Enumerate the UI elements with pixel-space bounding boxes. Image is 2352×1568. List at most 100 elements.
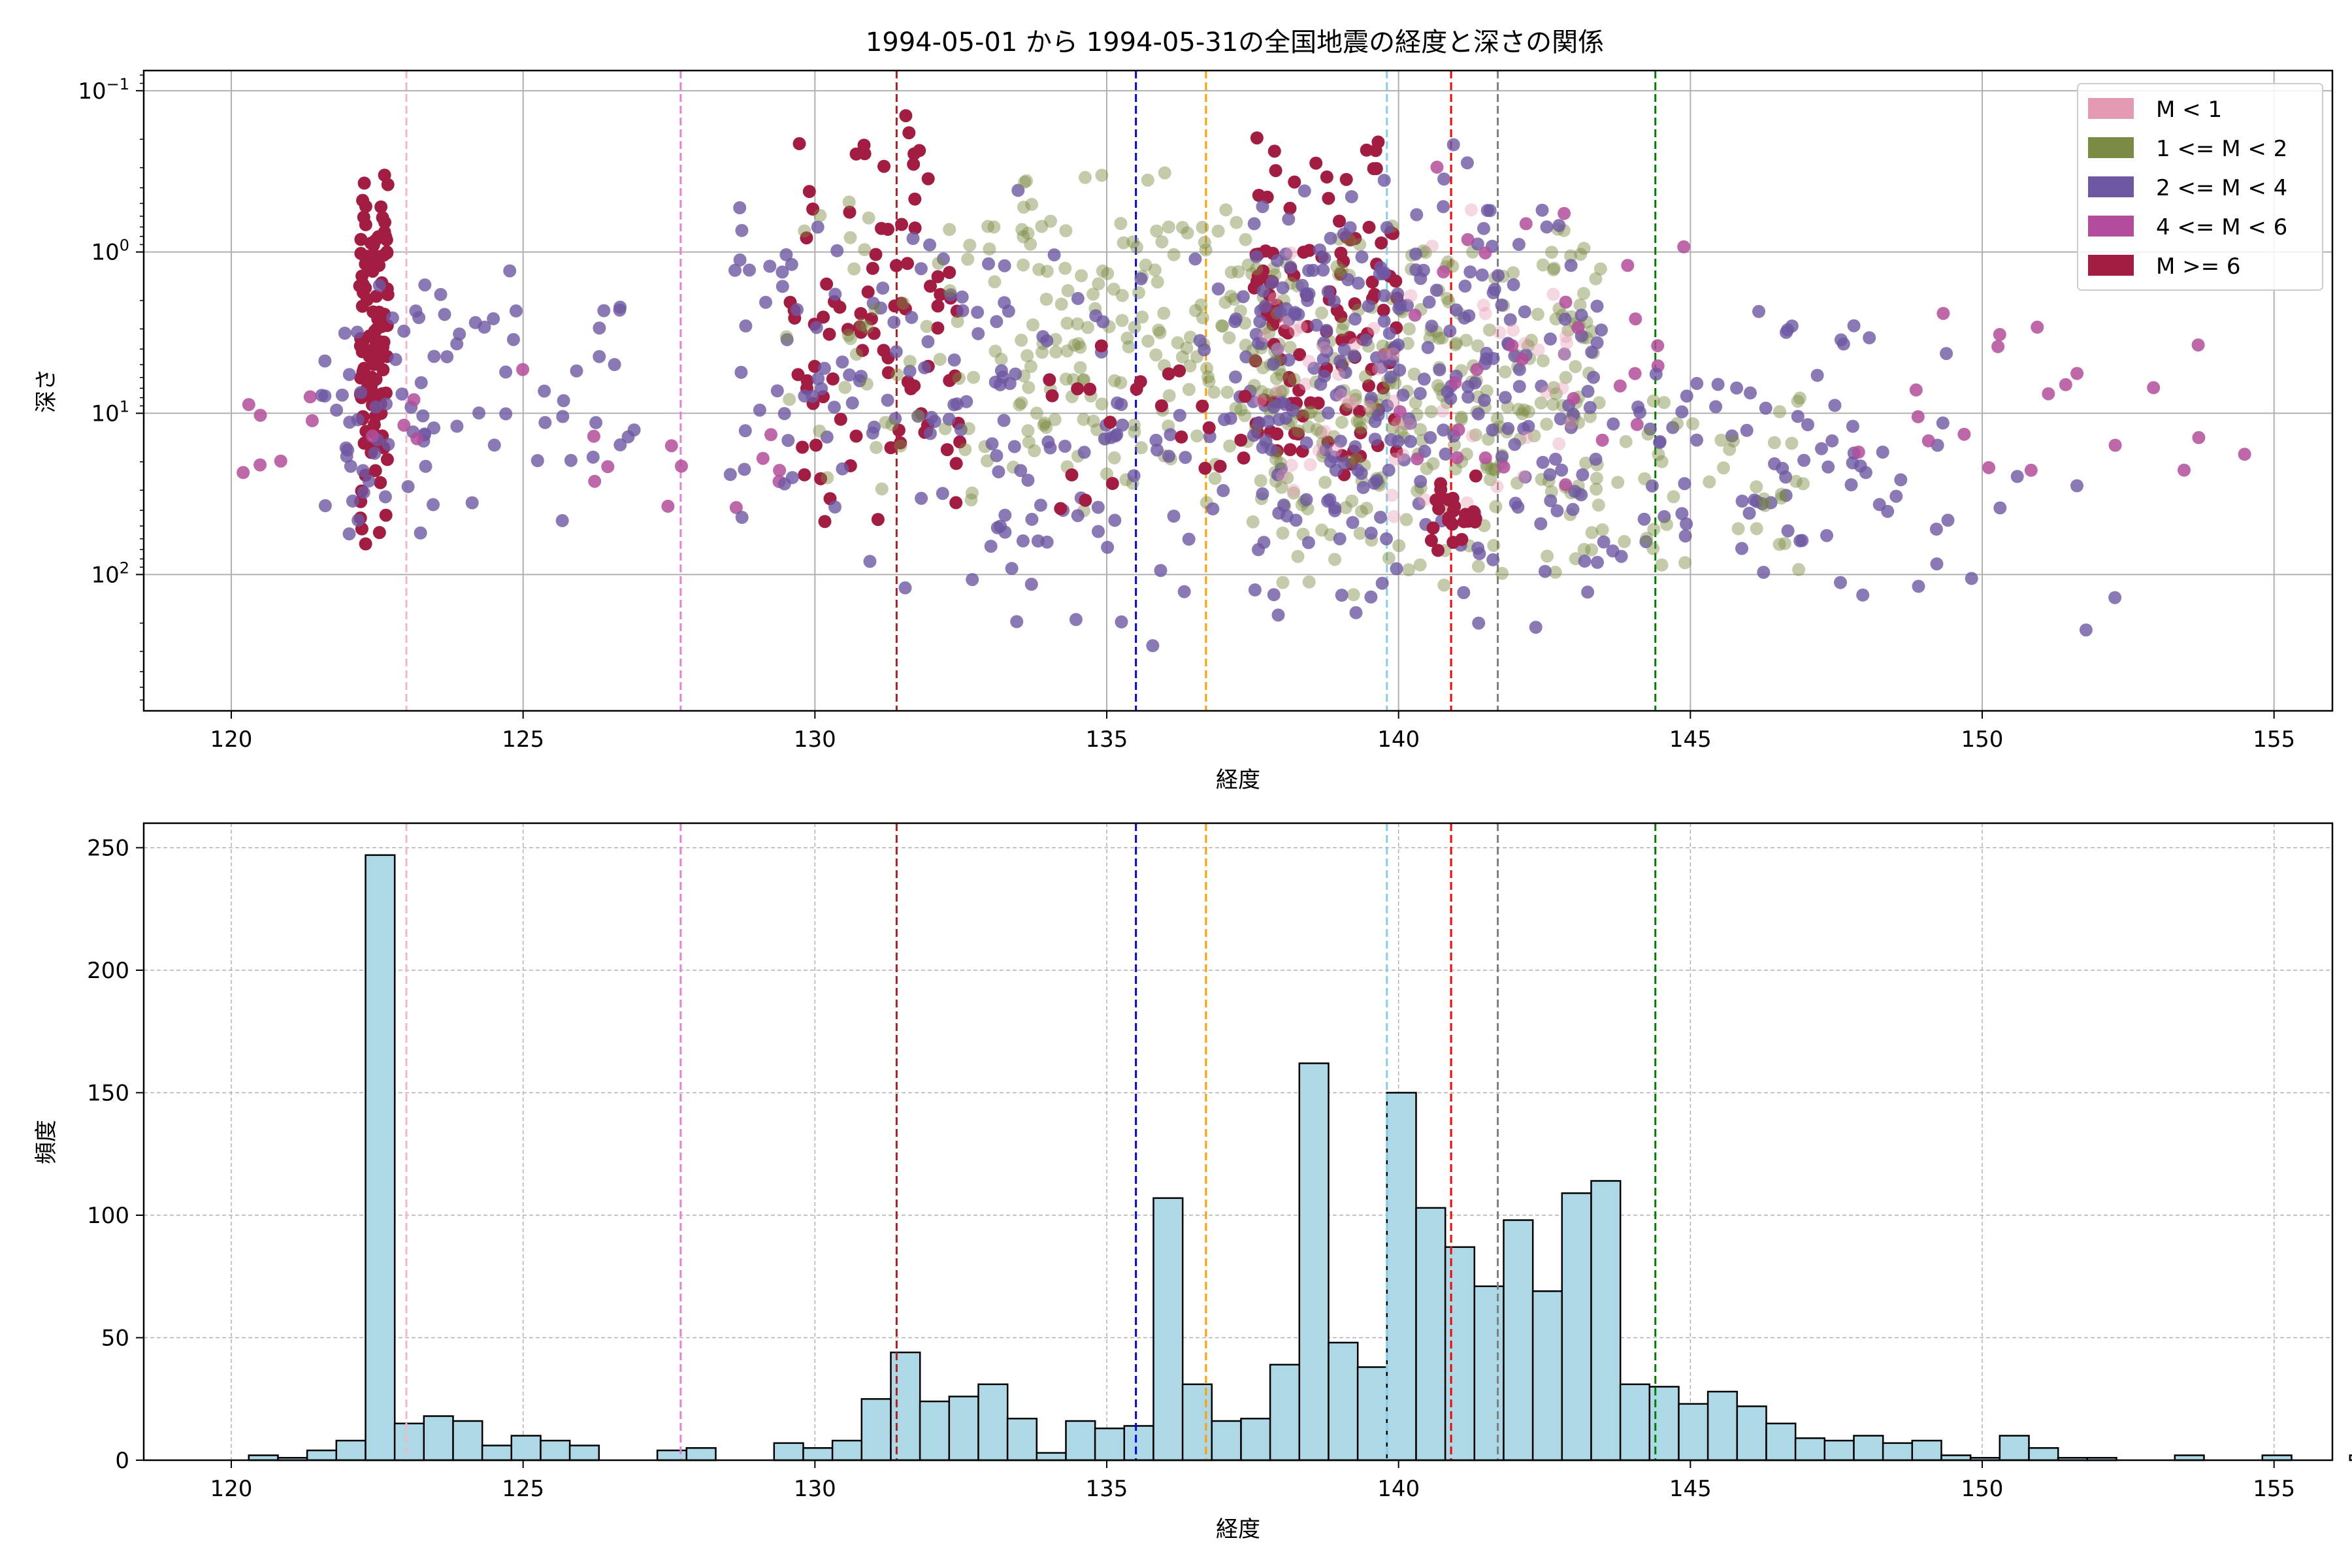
scatter-point [813,208,827,222]
scatter-point [1115,314,1129,327]
scatter-point [823,327,836,341]
scatter-point [1247,379,1261,392]
scatter-point [1224,265,1238,279]
scatter-point [1403,417,1416,431]
scatter-point [1637,512,1651,526]
scatter-point [1735,542,1748,555]
scatter-point [1658,510,1671,523]
scatter-point [1630,417,1644,431]
scatter-point [357,485,370,499]
scatter-point [1550,504,1564,517]
scatter-point [1162,389,1176,402]
scatter-point [1322,191,1335,205]
scatter-point [1341,399,1354,412]
scatter-point [1058,261,1072,275]
histogram-x-ticks: 120 125 130 135 140 145 150 155 [210,1460,2295,1502]
scatter-point [588,474,602,488]
scatter-point [983,242,996,256]
scatter-point [478,320,491,334]
scatter-point [453,327,466,341]
scatter-point [1647,523,1661,536]
scatter-point [938,422,952,436]
scatter-y-ticks: 10−1 100 101 102 [78,74,144,701]
scatter-point [1334,388,1348,402]
scatter-point [1083,382,1097,396]
scatter-point [1507,266,1520,280]
scatter-point [1482,323,1496,337]
scatter-point [1018,175,1032,189]
scatter-point [1535,203,1549,217]
scatter-point [1678,556,1692,570]
scatter-point [1337,457,1351,470]
scatter-point [1655,455,1669,468]
histogram-bar [306,1449,338,1462]
scatter-point [379,508,393,522]
scatter-point [1335,323,1349,336]
scatter-point [1013,398,1026,412]
scatter-point [1516,470,1530,483]
scatter-point [781,434,795,448]
scatter-point [1292,384,1306,397]
scatter-point [1478,246,1492,260]
scatter-point [1462,309,1476,323]
scatter-point [353,279,367,293]
scatter-y-tick-label: 10−1 [78,75,129,105]
scatter-point [1183,359,1197,373]
scatter-point [1249,354,1262,368]
scatter-point [1356,481,1370,495]
scatter-point [990,521,1004,534]
scatter-point [841,323,855,336]
scatter-point [1462,390,1475,404]
scatter-point [1731,522,1745,536]
scatter-point [397,418,411,432]
scatter-point [1115,289,1129,302]
scatter-point [1564,421,1578,434]
scatter-point [1315,523,1329,537]
scatter-point [1071,291,1085,305]
scatter-point [1213,459,1227,473]
scatter-point [350,325,364,339]
histogram-y-tick-label: 250 [87,836,129,862]
scatter-point [965,486,979,500]
scatter-point [1284,459,1298,472]
scatter-point [1957,427,1971,441]
scatter-point [932,256,945,270]
scatter-point [440,350,454,363]
scatter-point [1164,428,1177,442]
scatter-point [374,200,388,214]
scatter-point [1276,469,1290,483]
scatter-point [1564,259,1578,272]
scatter-point [1536,455,1550,469]
scatter-point [1220,385,1234,399]
scatter-point [1374,510,1387,524]
scatter-point [1256,487,1269,500]
scatter-point [359,199,372,213]
scatter-point [1471,339,1484,353]
scatter-point [1471,559,1485,573]
scatter-point [1224,289,1238,303]
scatter-point [1448,376,1462,389]
scatter-point [843,332,857,346]
scatter-point [1317,336,1331,350]
scatter-point [843,368,857,382]
scatter-point [1071,336,1085,350]
scatter-point [1825,434,1839,448]
scatter-point [901,375,915,389]
scatter-point [1390,444,1403,458]
scatter-point [1354,421,1368,434]
scatter-point [1095,397,1109,411]
scatter-point [1426,239,1439,253]
scatter-point [1452,423,1465,436]
scatter-point [593,350,606,363]
scatter-point [472,406,485,420]
scatter-point [2059,378,2072,391]
scatter-point [1856,588,1870,602]
scatter-point [1180,341,1194,355]
scatter-point [1544,494,1558,508]
scatter-point [1324,231,1337,245]
scatter-point [330,403,344,417]
scatter-point [1354,426,1367,440]
scatter-point [1437,200,1450,214]
scatter-point [1346,515,1360,529]
scatter-point [817,310,830,324]
